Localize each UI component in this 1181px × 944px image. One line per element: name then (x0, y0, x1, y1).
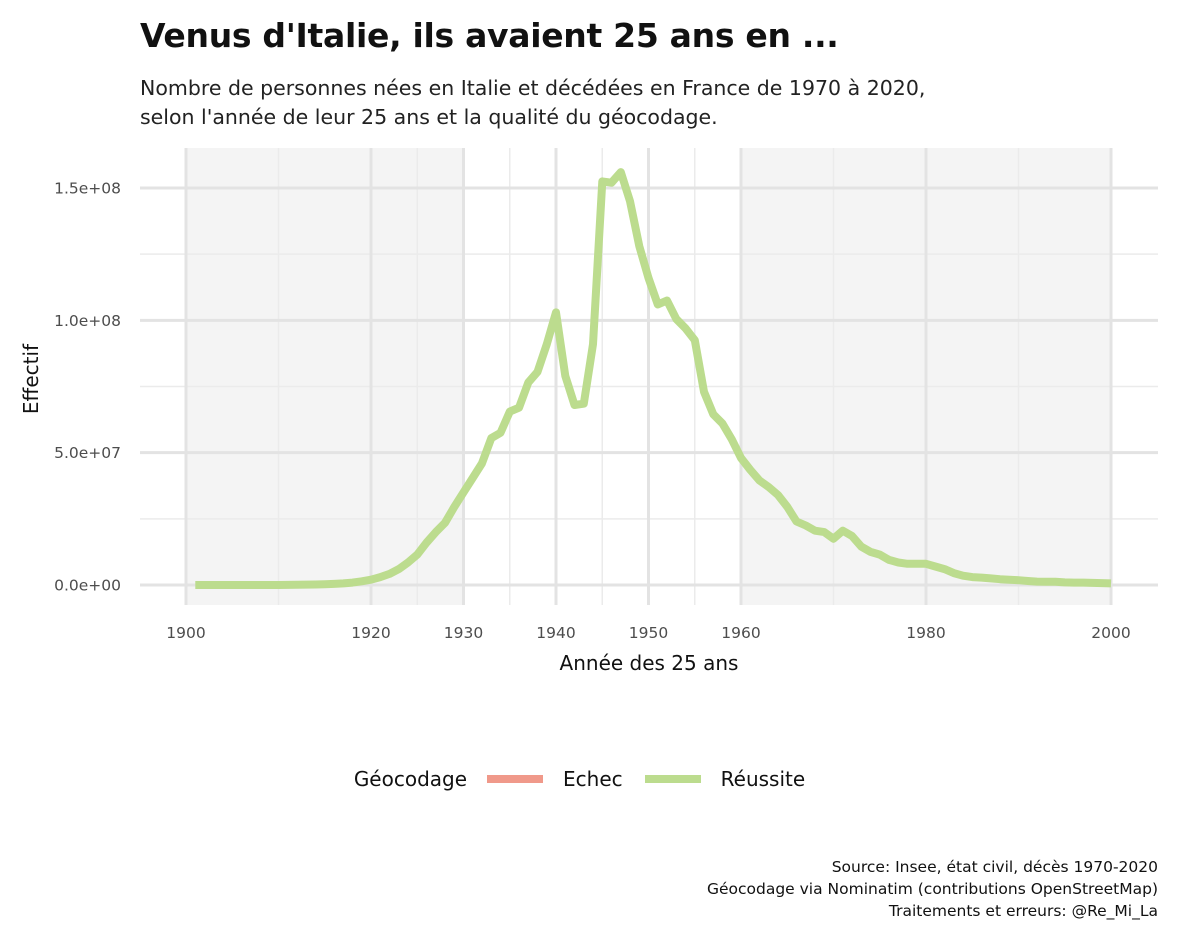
x-tick-label: 1940 (536, 624, 575, 642)
shaded-band (186, 148, 464, 605)
y-tick-label: 0.0e+00 (54, 577, 121, 595)
y-tick-labels: 0.0e+00 5.0e+07 1.0e+08 1.5e+08 (54, 180, 121, 595)
legend: Géocodage Echec Réussite (0, 764, 1181, 794)
chart-title: Venus d'Italie, ils avaient 25 ans en ..… (140, 16, 839, 55)
x-axis-label: Année des 25 ans (560, 651, 739, 675)
x-tick-labels: 1900 1920 1930 1940 1950 1960 1980 2000 (166, 624, 1130, 642)
subtitle-line: selon l'année de leur 25 ans et la quali… (140, 105, 718, 129)
legend-label-reussite: Réussite (720, 767, 806, 791)
legend-label-echec: Echec (563, 767, 623, 791)
legend-key-reussite (644, 775, 701, 783)
y-tick-label: 5.0e+07 (54, 444, 121, 462)
series-line-Réussite (195, 168, 1112, 589)
x-tick-label: 2000 (1091, 624, 1130, 642)
y-tick-label: 1.0e+08 (54, 312, 121, 330)
x-tick-label: 1960 (721, 624, 760, 642)
chart-caption: Source: Insee, état civil, décès 1970-20… (707, 856, 1158, 922)
caption-line: Traitements et erreurs: @Re_Mi_La (888, 902, 1158, 920)
caption-line: Géocodage via Nominatim (contributions O… (706, 880, 1158, 898)
legend-key-echec (487, 775, 544, 783)
series-lines (195, 168, 1112, 589)
legend-title: Géocodage (353, 767, 468, 791)
x-tick-label: 1900 (166, 624, 205, 642)
subtitle-line: Nombre de personnes nées en Italie et dé… (140, 76, 926, 100)
x-tick-label: 1920 (351, 624, 390, 642)
chart-subtitle: Nombre de personnes nées en Italie et dé… (140, 74, 925, 132)
x-tick-label: 1930 (444, 624, 483, 642)
x-tick-label: 1980 (906, 624, 945, 642)
major-gridlines (140, 148, 1158, 605)
y-tick-label: 1.5e+08 (54, 180, 121, 198)
x-tick-label: 1950 (629, 624, 668, 642)
caption-line: Source: Insee, état civil, décès 1970-20… (831, 858, 1158, 876)
y-axis-label: Effectif (19, 343, 43, 414)
